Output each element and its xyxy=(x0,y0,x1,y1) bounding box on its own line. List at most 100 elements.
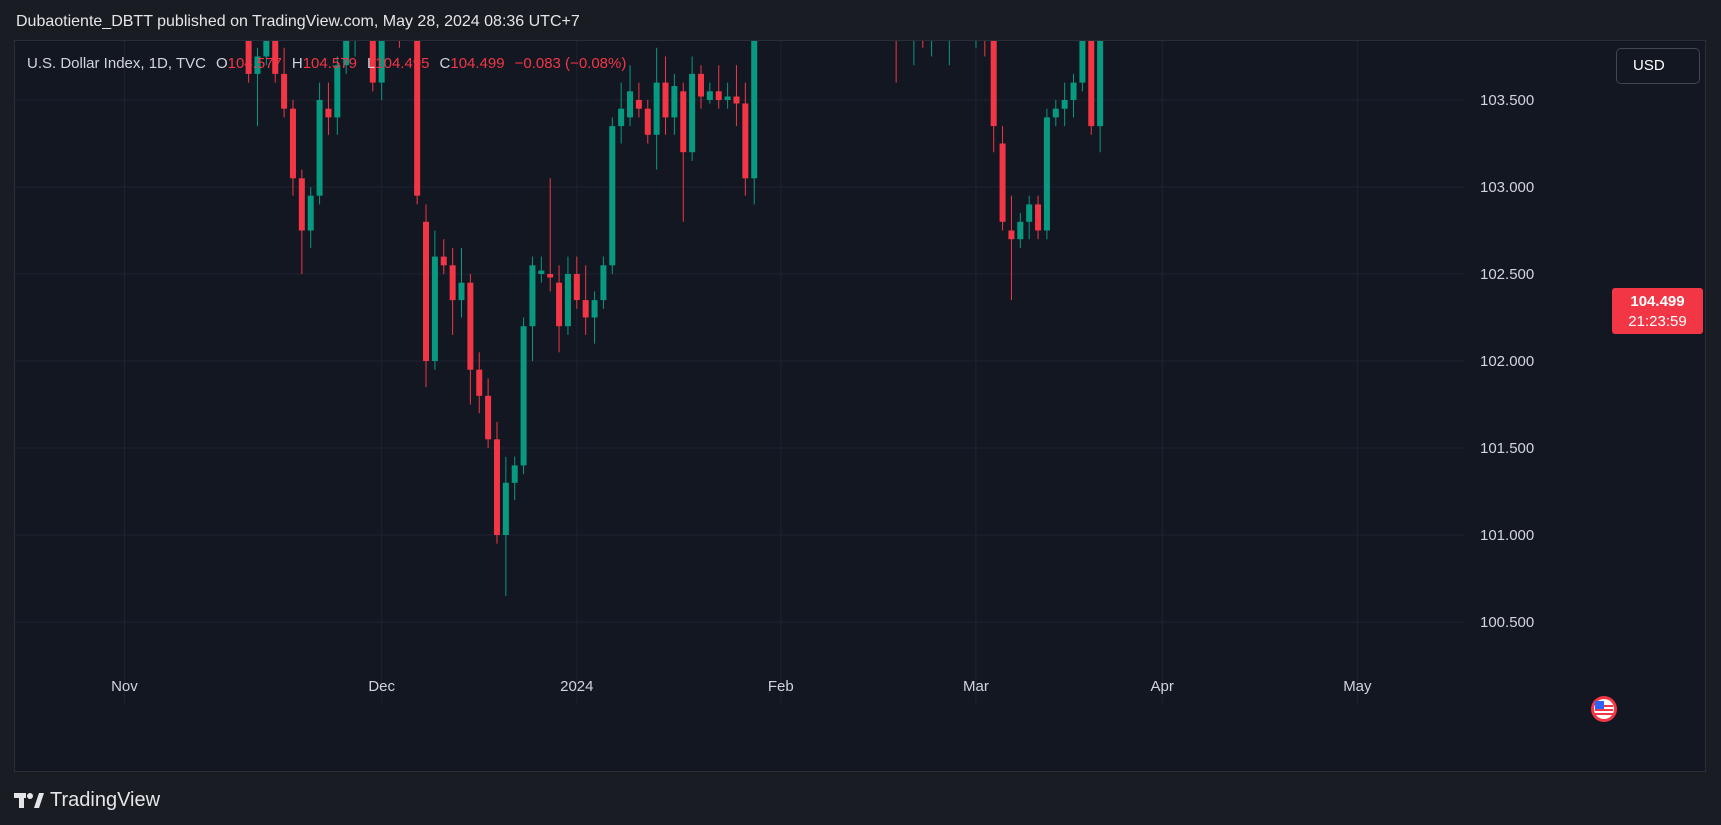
candle-body xyxy=(1061,100,1068,109)
candle xyxy=(1061,82,1068,127)
brand-footer[interactable]: TradingView xyxy=(14,785,160,815)
candle-body xyxy=(1017,221,1024,240)
candle-body xyxy=(1079,41,1086,83)
candle xyxy=(573,256,580,309)
price-tick-label: 100.500 xyxy=(1480,614,1534,631)
candle xyxy=(1026,195,1033,240)
candle-body xyxy=(697,73,704,97)
candle-body xyxy=(538,270,545,274)
candle-body xyxy=(1026,204,1033,222)
candle xyxy=(1070,73,1077,118)
candle-body xyxy=(334,65,341,118)
candle xyxy=(369,41,376,92)
candle-body xyxy=(733,96,740,104)
price-tick-label: 103.500 xyxy=(1480,92,1534,109)
candle xyxy=(334,56,341,135)
currency-button[interactable]: USD xyxy=(1616,48,1700,84)
candle xyxy=(600,256,607,309)
candle xyxy=(975,41,977,48)
candle-body xyxy=(289,108,296,179)
low-label: L xyxy=(366,55,376,72)
candle xyxy=(999,126,1006,231)
candle-body xyxy=(609,126,616,266)
candle xyxy=(431,230,438,370)
candle xyxy=(895,41,897,83)
candle xyxy=(990,41,997,153)
chart-panel[interactable]: 100.500 101.000 101.500 102.000 102.500 103.0… xyxy=(14,40,1706,772)
candle xyxy=(520,317,527,475)
time-axis: Nov Dec 2024 Feb Mar Apr May xyxy=(111,678,1372,695)
candle-body xyxy=(529,265,536,327)
candle-body xyxy=(414,41,421,196)
publish-info: Dubaotiente_DBTT published on TradingVie… xyxy=(16,13,580,30)
time-tick-label: May xyxy=(1343,678,1372,695)
candle-body xyxy=(493,439,500,535)
candle xyxy=(1008,195,1015,301)
candle-body xyxy=(343,41,350,66)
candle-body xyxy=(440,256,447,266)
candle xyxy=(662,56,669,135)
grid-lines xyxy=(15,41,1465,703)
candle-body xyxy=(547,274,554,278)
candle xyxy=(547,178,554,292)
candle xyxy=(476,352,483,414)
candle-body xyxy=(724,96,731,100)
symbol-legend: U.S. Dollar Index, 1D, TVC O104.577 H104.5… xyxy=(27,55,626,72)
candle-body xyxy=(458,282,465,301)
candle xyxy=(281,47,288,118)
candle xyxy=(245,41,252,83)
candle xyxy=(423,204,430,388)
candle-body xyxy=(990,41,997,127)
candle xyxy=(715,65,722,109)
candle-body xyxy=(1070,82,1077,100)
candle-body xyxy=(467,282,474,370)
candle xyxy=(742,82,749,196)
candle-body xyxy=(999,143,1006,222)
candlestick-chart[interactable]: 100.500 101.000 101.500 102.000 102.500 103.0… xyxy=(15,41,1705,771)
high-value: 104.579 xyxy=(302,55,357,72)
candle-body xyxy=(680,91,687,153)
candle-body xyxy=(1035,204,1042,231)
candle-body xyxy=(281,73,288,109)
price-tick-label: 101.500 xyxy=(1480,440,1534,457)
open-label: O xyxy=(215,55,228,72)
candle-body xyxy=(307,195,314,231)
candle xyxy=(502,456,509,596)
candle-body xyxy=(1088,41,1095,127)
candle-body xyxy=(1043,117,1050,231)
candle-body xyxy=(263,41,270,57)
candle xyxy=(1097,41,1104,153)
candle-body xyxy=(254,56,261,74)
candle-body xyxy=(1097,41,1104,127)
candle xyxy=(289,100,296,196)
symbol-name: U.S. Dollar Index, 1D, TVC xyxy=(27,55,206,72)
candle xyxy=(343,41,350,74)
candle xyxy=(414,41,421,205)
time-tick-label: Dec xyxy=(368,678,395,695)
candle xyxy=(922,41,924,48)
candle xyxy=(1043,108,1050,240)
candle xyxy=(440,239,447,274)
candle xyxy=(618,82,625,144)
candle xyxy=(948,41,950,66)
candle xyxy=(751,41,758,205)
candle-body xyxy=(573,274,580,301)
us-flag-icon[interactable] xyxy=(1590,695,1618,723)
candle xyxy=(458,247,465,318)
candle-body xyxy=(662,82,669,118)
candle xyxy=(511,456,518,501)
candle-body xyxy=(653,82,660,135)
candle-body xyxy=(1052,108,1059,118)
candle-body xyxy=(476,369,483,396)
candle xyxy=(627,65,634,127)
candle xyxy=(325,82,332,135)
candle xyxy=(316,82,323,205)
time-tick-label: Feb xyxy=(768,678,794,695)
candle-body xyxy=(582,300,589,318)
candle xyxy=(485,378,492,448)
candle-body xyxy=(564,274,571,327)
time-tick-label: 2024 xyxy=(560,678,593,695)
candle xyxy=(591,291,598,344)
time-tick-label: Apr xyxy=(1151,678,1174,695)
candle xyxy=(1088,41,1095,135)
